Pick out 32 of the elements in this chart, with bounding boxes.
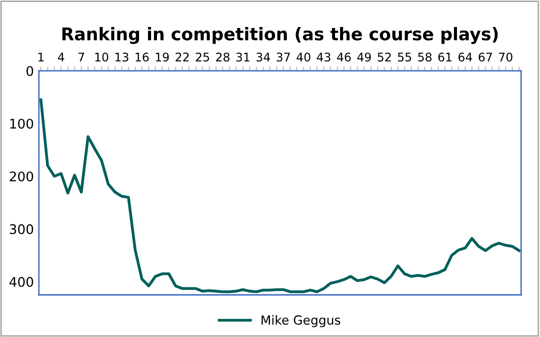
x-tick-label: 64 bbox=[458, 52, 472, 62]
x-tick-label: 4 bbox=[58, 52, 64, 62]
x-tick-label: 55 bbox=[398, 52, 412, 62]
x-tick-label: 25 bbox=[196, 52, 210, 62]
x-tick-label: 46 bbox=[337, 52, 351, 62]
x-tick-label: 1 bbox=[38, 52, 44, 62]
x-tick-label: 61 bbox=[438, 52, 452, 62]
x-tick-label: 40 bbox=[296, 52, 310, 62]
chart-title: Ranking in competition (as the course plays) bbox=[62, 27, 498, 44]
x-tick-label: 13 bbox=[116, 52, 128, 62]
x-tick-label: 16 bbox=[136, 52, 149, 62]
x-tick-label: 22 bbox=[176, 52, 189, 62]
x-tick-label: 37 bbox=[276, 52, 290, 62]
x-tick-label: 7 bbox=[78, 52, 84, 62]
y-tick-label: 200 bbox=[10, 171, 34, 182]
y-tick-label: 100 bbox=[10, 118, 34, 129]
x-tick-label: 34 bbox=[256, 52, 270, 62]
x-tick-label: 58 bbox=[418, 52, 432, 62]
x-tick-label: 67 bbox=[478, 52, 492, 62]
x-tick-label: 10 bbox=[95, 52, 108, 62]
legend-label: Mike Geggus bbox=[262, 315, 340, 328]
line-series bbox=[40, 98, 520, 294]
x-tick-label: 52 bbox=[378, 52, 391, 62]
y-tick-label: 300 bbox=[10, 224, 34, 234]
y-tick-label: 400 bbox=[9, 276, 34, 287]
x-tick-label: 19 bbox=[156, 52, 169, 62]
y-tick-label: 0 bbox=[26, 66, 34, 76]
x-tick-label: 31 bbox=[236, 52, 250, 62]
x-tick-label: 43 bbox=[316, 52, 330, 62]
x-tick-label: 49 bbox=[357, 52, 371, 62]
x-tick-label: 70 bbox=[499, 52, 512, 62]
x-tick-label: 28 bbox=[216, 52, 230, 62]
